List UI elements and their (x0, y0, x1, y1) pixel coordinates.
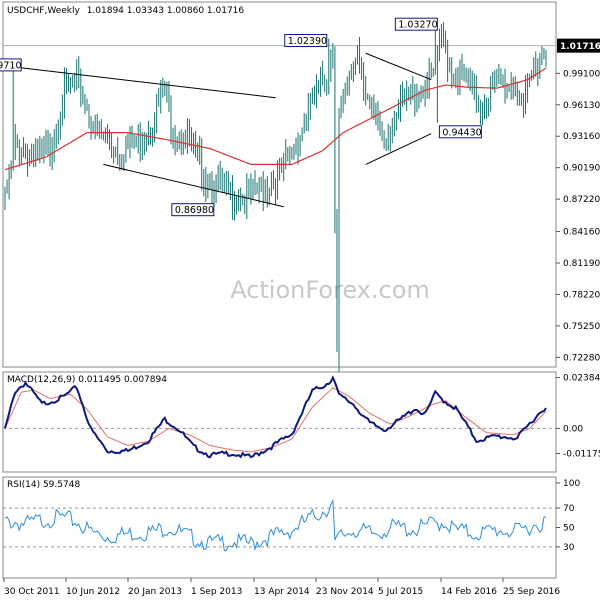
price-y-tick-label: 0.87220 (563, 195, 600, 205)
price-y-tick-label: 0.93160 (563, 132, 600, 142)
x-tick-label: 20 Jan 2013 (128, 587, 182, 597)
macd-panel: 0.023845 0.00 -0.01175 (3, 374, 600, 459)
x-axis: 30 Oct 2011 10 Jun 2012 20 Jan 2013 1 Sep 2… (3, 578, 560, 597)
rsi-y-tick-label: 70 (563, 504, 575, 514)
trendline (365, 52, 432, 81)
price-y-tick-label: 0.96130 (563, 101, 600, 111)
price-y-tick-label: 0.72280 (563, 353, 600, 363)
price-panel-frame (2, 1, 557, 368)
price-gridline-group: 0.99100 0.96130 0.93160 0.90190 0.87220 0.841… (556, 69, 600, 363)
price-annotation-label: 0.99710 (0, 60, 21, 71)
price-annotation-box (394, 17, 438, 31)
last-price-box (557, 38, 600, 53)
price-y-tick-label: 0.84160 (563, 228, 600, 238)
macd-line (4, 375, 547, 459)
rsi-header: RSI(14) 59.5748 (7, 480, 80, 490)
x-tick-label: 23 Nov 2014 (316, 587, 374, 597)
price-y-tick-label: 0.75250 (563, 322, 600, 332)
symbol-header: USDCHF,Weekly 1.01894 1.03343 1.00860 1.… (7, 6, 244, 16)
rsi-panel: 100 70 50 30 (3, 479, 580, 553)
macd-header: MACD(12,26,9) 0.011495 0.007894 (7, 375, 167, 385)
trendline (365, 133, 432, 165)
rsi-y-tick-label: 30 (563, 543, 575, 553)
price-annotation-box (171, 203, 215, 217)
price-annotation-label: 0.94430 (442, 127, 481, 138)
price-annotation-box (0, 58, 22, 72)
x-tick-label: 30 Oct 2011 (4, 587, 60, 597)
price-panel: 0.99100 0.96130 0.93160 0.90190 0.87220 0.841… (0, 17, 600, 372)
x-tick-label: 14 Feb 2016 (441, 587, 497, 597)
macd-y-tick-label: 0.00 (563, 424, 583, 434)
symbol-header-name: USDCHF,Weekly (7, 6, 80, 16)
trendline (103, 163, 284, 208)
last-price-label: 1.01716 (560, 42, 600, 52)
macd-y-tick-label: -0.01175 (563, 449, 600, 459)
x-tick-label: 25 Sep 2016 (503, 587, 560, 597)
price-y-tick-label: 0.90190 (563, 164, 600, 174)
price-annotation-label: 1.02390 (288, 36, 327, 47)
x-tick-label: 1 Sep 2013 (191, 587, 242, 597)
rsi-y-tick-label: 100 (563, 479, 580, 489)
x-tick-label: 13 Apr 2014 (254, 587, 310, 597)
macd-panel-frame (2, 371, 557, 473)
watermark: ActionForex.com (230, 276, 430, 304)
symbol-header-ohlc: 1.01894 1.03343 1.00860 1.01716 (87, 6, 245, 16)
x-tick-label: 10 Jun 2012 (66, 587, 120, 597)
moving-average-line (4, 67, 547, 171)
price-annotation-label: 0.86980 (175, 205, 214, 216)
price-y-tick-label: 0.99100 (563, 69, 600, 79)
price-annotation-label: 1.03270 (398, 20, 437, 31)
x-tick-label: 5 Jul 2015 (378, 587, 423, 597)
price-annotation-box (438, 125, 482, 139)
price-annotation-box (284, 34, 328, 48)
price-y-tick-label: 0.78220 (563, 290, 600, 300)
rsi-line (4, 498, 547, 552)
macd-y-tick-label: 0.023845 (563, 374, 600, 384)
price-y-tick-label: 0.81190 (563, 259, 600, 269)
macd-signal-line (4, 387, 547, 453)
rsi-y-tick-label: 50 (563, 524, 575, 534)
trendline (13, 66, 276, 99)
